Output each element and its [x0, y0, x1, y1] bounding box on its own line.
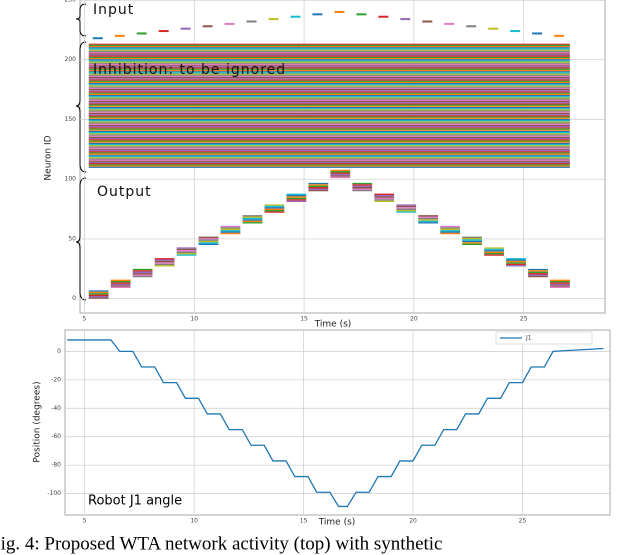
brace — [75, 177, 87, 301]
x-tick-label: 25 — [519, 518, 527, 525]
legend-label: J1 — [525, 335, 532, 342]
y-tick-label: -40 — [51, 405, 61, 412]
annotation: Output — [97, 184, 152, 200]
brace — [75, 41, 87, 173]
y-tick-label: 100 — [65, 176, 77, 183]
x-tick-label: 20 — [410, 316, 418, 323]
bottom-frame — [64, 329, 611, 516]
caption: Fig. 4: Proposed WTA network activity (t… — [0, 533, 443, 554]
y-label: Neuron ID — [44, 135, 54, 180]
line — [67, 339, 604, 508]
legend-box — [495, 331, 593, 345]
y-tick-label: -100 — [47, 490, 61, 497]
y-tick-label: -60 — [51, 433, 61, 440]
annotation: Robot J1 angle — [88, 494, 182, 509]
x-tick-label: 10 — [190, 518, 198, 525]
y-tick-label: 200 — [65, 56, 77, 63]
x-label: Time (s) — [318, 518, 356, 528]
y-tick-label: -20 — [51, 376, 61, 383]
x-tick-label: 25 — [520, 316, 528, 323]
annotation: Input — [93, 2, 134, 18]
x-tick-label: 20 — [409, 518, 417, 525]
annotation: Inhibition: to be ignored — [93, 62, 286, 78]
y-tick-label: 0 — [57, 348, 61, 355]
y-tick-label: 0 — [72, 295, 76, 302]
x-label: Time (s) — [314, 320, 352, 330]
x-tick-label: 5 — [82, 316, 86, 323]
brace — [75, 3, 87, 37]
y-label: Position (degrees) — [33, 381, 43, 462]
x-tick-label: 15 — [300, 518, 308, 525]
y-tick-label: 250 — [65, 0, 77, 4]
x-tick-label: 15 — [300, 316, 308, 323]
y-tick-label: 150 — [65, 116, 77, 123]
x-tick-label: 5 — [83, 518, 87, 525]
x-tick-label: 10 — [190, 316, 198, 323]
y-tick-label: -80 — [51, 462, 61, 469]
y-tick-label: 50 — [68, 235, 76, 242]
